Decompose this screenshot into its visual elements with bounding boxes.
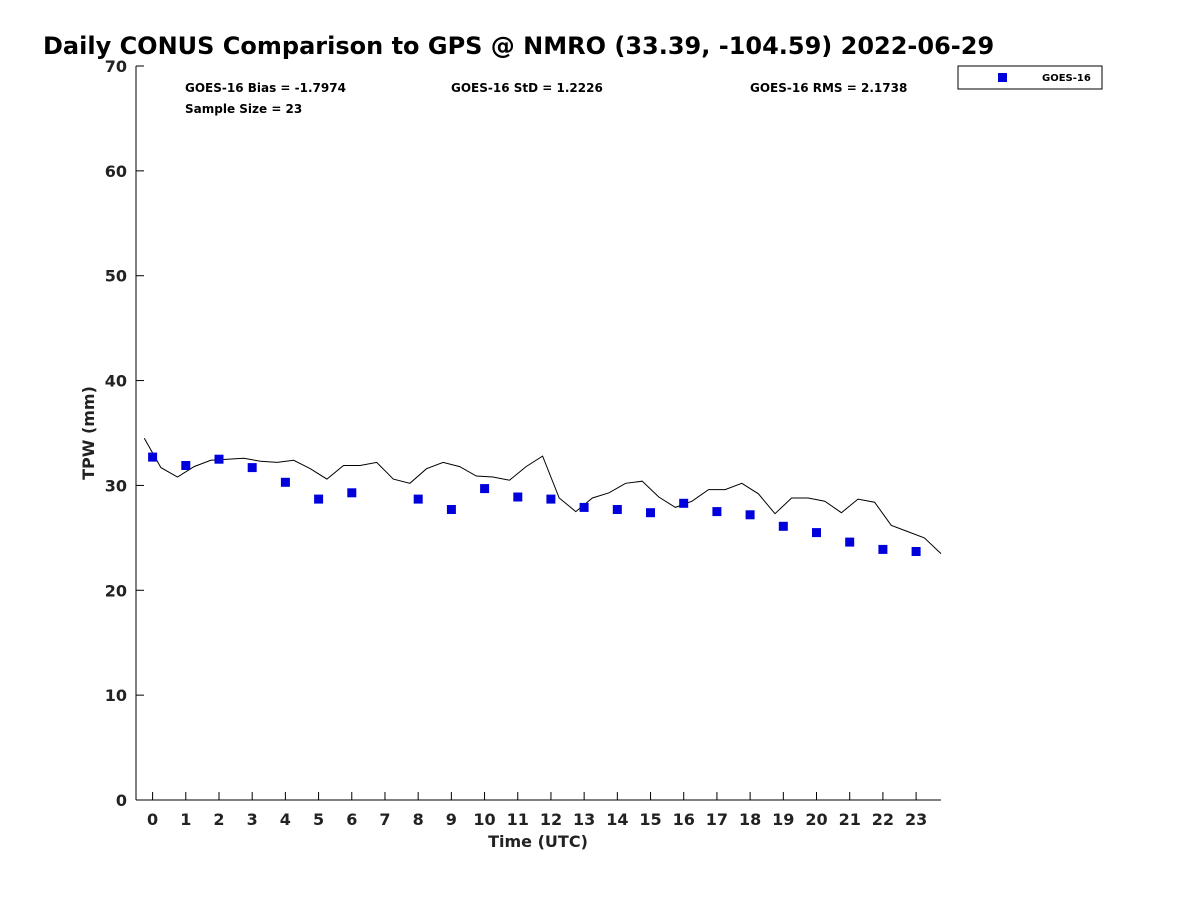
x-tick-label: 5 [313, 810, 324, 829]
stat-sample-size: Sample Size = 23 [185, 102, 302, 116]
stat-rms: GOES-16 RMS = 2.1738 [750, 81, 907, 95]
x-tick-label: 18 [739, 810, 761, 829]
goes-point [148, 452, 158, 462]
y-tick-label: 60 [105, 162, 127, 181]
x-tick-label: 8 [413, 810, 424, 829]
x-tick-label: 13 [573, 810, 595, 829]
x-tick-label: 15 [639, 810, 661, 829]
goes-point [546, 494, 556, 504]
goes-point [413, 494, 423, 504]
x-tick-label: 11 [507, 810, 529, 829]
goes-point [612, 505, 622, 514]
x-tick-label: 9 [446, 810, 457, 829]
y-axis-label: TPW (mm) [79, 386, 98, 480]
x-tick-label: 17 [706, 810, 728, 829]
legend: GOES-16 [957, 65, 1103, 90]
x-tick-label: 14 [606, 810, 628, 829]
stat-bias: GOES-16 Bias = -1.7974 [185, 81, 346, 95]
goes-point [646, 508, 655, 518]
stat-std: GOES-16 StD = 1.2226 [451, 81, 603, 95]
x-tick-label: 0 [147, 810, 158, 829]
goes-point [280, 477, 290, 487]
x-tick-label: 3 [247, 810, 258, 829]
goes-point [513, 492, 523, 502]
goes-point [314, 494, 324, 504]
y-ticks: 0 10 20 30 40 50 60 70 [105, 57, 144, 810]
x-ticks: 0 1 2 3 4 5 6 7 8 9 10 11 12 13 14 15 16 17 18 19 20 21 22 23 [147, 792, 927, 829]
y-tick-label: 50 [105, 267, 127, 286]
x-tick-label: 10 [473, 810, 495, 829]
x-tick-label: 12 [540, 810, 562, 829]
goes-point [845, 537, 855, 547]
plot-area [135, 66, 941, 801]
x-tick-label: 23 [905, 810, 927, 829]
x-axis-label: Time (UTC) [488, 832, 588, 851]
legend-box [957, 65, 1103, 90]
goes-point [214, 454, 224, 464]
goes-point [712, 507, 722, 517]
y-tick-label: 10 [105, 686, 127, 705]
goes-point [480, 484, 490, 494]
x-tick-label: 4 [280, 810, 291, 829]
x-tick-label: 1 [180, 810, 191, 829]
x-tick-label: 16 [673, 810, 695, 829]
gps-series-line [143, 437, 942, 554]
x-tick-label: 2 [213, 810, 224, 829]
chart-title: Daily CONUS Comparison to GPS @ NMRO (33… [43, 32, 994, 60]
goes-point [181, 461, 191, 470]
x-tick-label: 19 [772, 810, 794, 829]
y-tick-label: 70 [105, 57, 127, 76]
goes-point [878, 544, 888, 554]
legend-label: GOES-16 [1042, 73, 1091, 84]
goes-point [745, 510, 755, 520]
y-tick-label: 20 [105, 581, 127, 600]
goes-point [579, 502, 589, 512]
x-tick-label: 22 [872, 810, 894, 829]
y-tick-label: 30 [105, 476, 127, 495]
goes-point [446, 505, 456, 514]
y-tick-label: 0 [116, 791, 127, 810]
legend-marker [998, 73, 1007, 82]
goes-point [812, 528, 821, 538]
x-tick-label: 21 [839, 810, 861, 829]
goes-point [347, 488, 357, 498]
x-tick-label: 6 [346, 810, 357, 829]
goes-point [911, 547, 921, 556]
goes-point [679, 498, 689, 508]
y-tick-label: 40 [105, 372, 127, 391]
x-tick-label: 7 [379, 810, 390, 829]
x-tick-label: 20 [805, 810, 827, 829]
goes-point [778, 521, 788, 531]
goes-point [247, 463, 257, 473]
goes-series-points [148, 452, 921, 556]
